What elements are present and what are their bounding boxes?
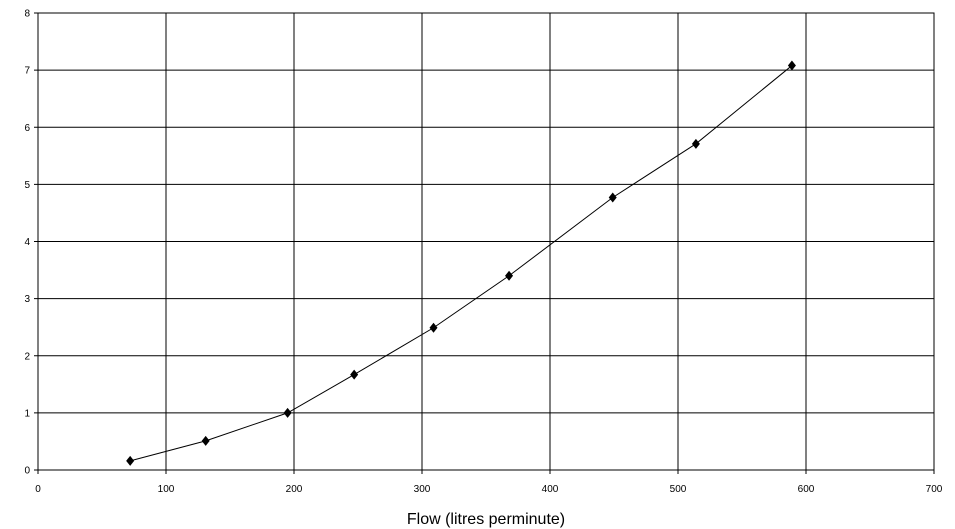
- data-point-marker: [350, 369, 359, 380]
- data-point-marker: [283, 407, 292, 418]
- y-tick-label: 4: [24, 237, 30, 248]
- data-point-marker: [691, 138, 700, 149]
- data-point-marker: [126, 455, 135, 466]
- data-point-marker: [608, 192, 617, 203]
- y-tick-label: 0: [24, 466, 30, 477]
- x-tick-label: 300: [414, 484, 431, 495]
- series: [126, 60, 796, 466]
- data-point-marker: [505, 270, 514, 281]
- ticks: 0 100 200 300 400 500 600 700 0 1 2 3 4 5 6 7 8: [24, 9, 942, 496]
- data-point-marker: [787, 60, 796, 71]
- x-tick-label: 0: [35, 484, 41, 495]
- x-tick-label: 700: [926, 484, 943, 495]
- y-tick-label: 6: [24, 123, 30, 134]
- y-tick-label: 3: [24, 294, 30, 305]
- x-tick-label: 400: [542, 484, 559, 495]
- x-tick-label: 200: [286, 484, 303, 495]
- x-tick-label: 500: [670, 484, 687, 495]
- x-axis-title: Flow (litres perminute): [407, 511, 565, 528]
- x-tick-label: 600: [798, 484, 815, 495]
- data-point-marker: [201, 435, 210, 446]
- y-tick-label: 1: [24, 408, 30, 419]
- data-point-marker: [429, 322, 438, 333]
- y-tick-label: 8: [24, 9, 30, 20]
- x-tick-label: 100: [158, 484, 175, 495]
- grid: [38, 13, 934, 470]
- y-tick-label: 7: [24, 66, 30, 77]
- y-tick-label: 5: [24, 180, 30, 191]
- y-tick-label: 2: [24, 351, 30, 362]
